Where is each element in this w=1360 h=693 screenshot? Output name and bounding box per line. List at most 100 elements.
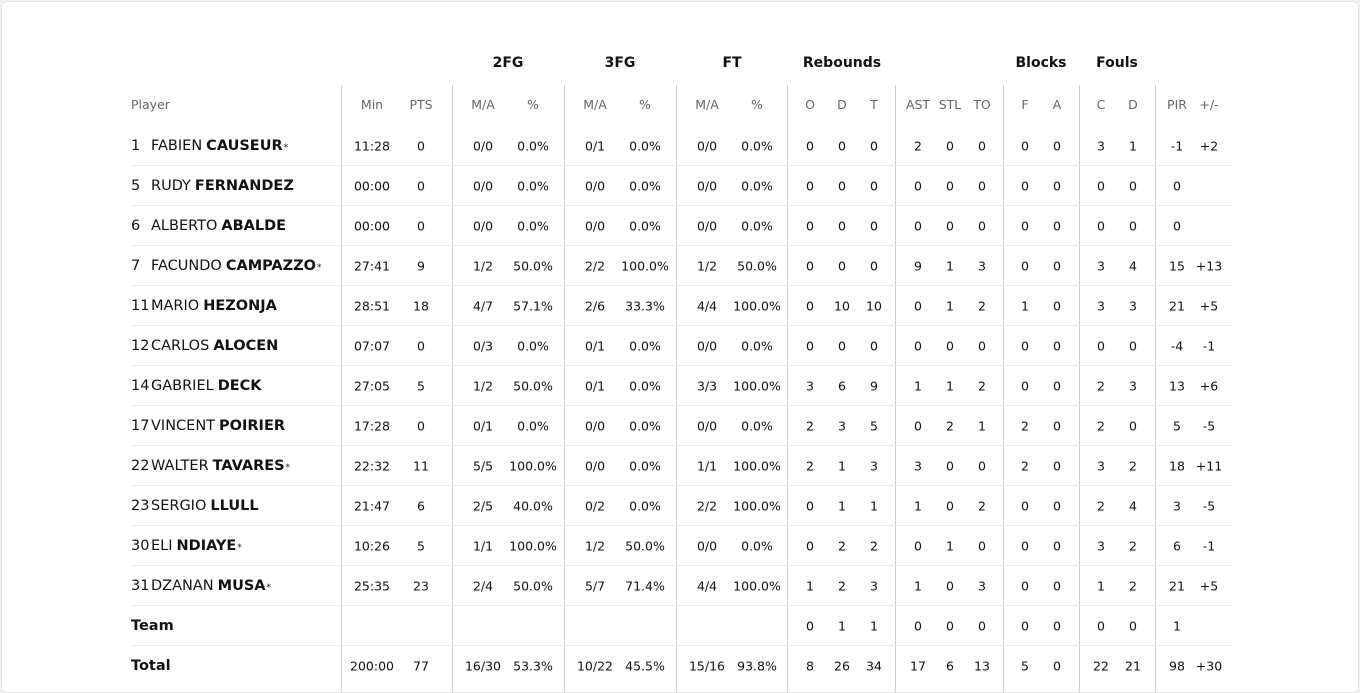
stat-cell: 3 — [978, 258, 986, 274]
row-divider — [132, 485, 1232, 486]
stat-cell: 0 — [946, 178, 954, 194]
stat-cell: 25:35 — [353, 578, 391, 594]
stat-cell: -1 — [1202, 538, 1216, 554]
player-number: 11 — [131, 298, 150, 314]
stat-cell: 0 — [1021, 378, 1029, 394]
stat-cell: 0 — [1129, 618, 1137, 634]
first-name: MARIO — [151, 298, 200, 314]
stat-cell: 0 — [914, 298, 922, 314]
stat-cell: 0/0 — [696, 338, 718, 354]
stat-cell: 0 — [1173, 218, 1181, 234]
stat-cell: +5 — [1199, 578, 1219, 594]
stat-cell: 22 — [1093, 658, 1109, 674]
stat-cell: 0 — [946, 578, 954, 594]
stat-cell: 0.0% — [629, 138, 661, 154]
row-label: Total — [131, 658, 171, 674]
first-name: VINCENT — [151, 418, 216, 434]
stat-cell: 1 — [1173, 618, 1181, 634]
stat-cell: 2 — [914, 138, 922, 154]
stat-cell: 1 — [946, 258, 954, 274]
stat-cell: 3 — [1129, 378, 1137, 394]
last-name: TAVARES — [212, 458, 285, 474]
stat-cell: 0.0% — [629, 458, 661, 474]
stat-cell: 0 — [838, 338, 846, 354]
stat-cell: 0/0 — [584, 418, 606, 434]
stat-cell: 0 — [806, 138, 814, 154]
stat-cell: 100.0% — [733, 298, 781, 314]
column-header: PIR — [1167, 97, 1187, 112]
stat-cell: 0/0 — [584, 178, 606, 194]
stat-cell: 0 — [946, 218, 954, 234]
last-name: ABALDE — [221, 218, 287, 234]
player-name: 7 FACUNDO CAMPAZZO * — [131, 258, 322, 274]
stat-cell: 0 — [870, 138, 878, 154]
stat-cell: 0 — [1021, 538, 1029, 554]
stat-cell: 0 — [1021, 258, 1029, 274]
stat-cell: 0 — [806, 618, 814, 634]
stat-cell: 0/1 — [584, 378, 606, 394]
stat-cell: 34 — [866, 658, 882, 674]
stat-cell: 21:47 — [353, 498, 391, 514]
player-name: 5 RUDY FERNANDEZ — [131, 178, 294, 194]
player-name: 11 MARIO HEZONJA — [131, 298, 277, 314]
stat-cell: 0/0 — [696, 138, 718, 154]
last-name: HEZONJA — [203, 298, 277, 314]
row-divider — [132, 165, 1232, 166]
column-separator — [895, 85, 896, 692]
stat-cell: 27:05 — [353, 378, 391, 394]
stat-cell: 1/2 — [584, 538, 606, 554]
group-header: Blocks — [1015, 55, 1067, 71]
last-name: POIRIER — [219, 418, 286, 434]
player-name: Total — [131, 658, 171, 674]
stat-cell: 0/1 — [584, 138, 606, 154]
column-header: STL — [938, 97, 962, 112]
stat-cell: 3 — [870, 578, 878, 594]
stat-cell: 0 — [1053, 458, 1061, 474]
row-divider — [132, 565, 1232, 566]
stat-cell: 3 — [1097, 458, 1105, 474]
stat-cell: 0/0 — [584, 458, 606, 474]
stat-cell: 0.0% — [741, 138, 773, 154]
stat-cell: 1 — [838, 618, 846, 634]
stat-cell: 0 — [806, 298, 814, 314]
stat-cell: 18 — [413, 298, 429, 314]
stat-cell: 0 — [1053, 378, 1061, 394]
stat-cell: 0 — [978, 338, 986, 354]
stat-cell: 0 — [1129, 418, 1137, 434]
stat-cell: 3 — [1129, 298, 1137, 314]
stat-cell: 0 — [914, 178, 922, 194]
stat-cell: 15 — [1169, 258, 1185, 274]
player-number: 7 — [131, 258, 141, 274]
stat-cell: 0 — [870, 178, 878, 194]
stat-cell: 1/1 — [696, 458, 718, 474]
row-divider — [132, 205, 1232, 206]
stat-cell: 1 — [806, 578, 814, 594]
stat-cell: 0.0% — [517, 178, 549, 194]
stat-cell: 45.5% — [625, 658, 665, 674]
stat-cell: 0 — [1129, 218, 1137, 234]
stat-cell: +5 — [1199, 298, 1219, 314]
last-name: NDIAYE — [176, 538, 237, 554]
stat-cell: 40.0% — [513, 498, 553, 514]
row-divider — [132, 605, 1232, 606]
stat-cell: 0/0 — [472, 138, 494, 154]
stat-cell: 0 — [806, 538, 814, 554]
stat-cell: 0 — [1053, 658, 1061, 674]
stat-cell: 2 — [1097, 418, 1105, 434]
stat-cell: 4/4 — [696, 578, 718, 594]
stat-cell: 0 — [1097, 218, 1105, 234]
stat-cell: 77 — [413, 658, 429, 674]
stat-cell: 0 — [1097, 338, 1105, 354]
stat-cell: 0 — [838, 138, 846, 154]
row-divider — [132, 525, 1232, 526]
stat-cell: 0 — [978, 218, 986, 234]
stat-cell: 0 — [1129, 178, 1137, 194]
stat-cell: 0 — [1053, 258, 1061, 274]
stat-cell: 1 — [870, 498, 878, 514]
player-number: 5 — [131, 178, 141, 194]
column-header: M/A — [583, 97, 607, 112]
stat-cell: 0 — [1021, 578, 1029, 594]
stat-cell: 17:28 — [353, 418, 391, 434]
stat-cell: 0/0 — [472, 178, 494, 194]
